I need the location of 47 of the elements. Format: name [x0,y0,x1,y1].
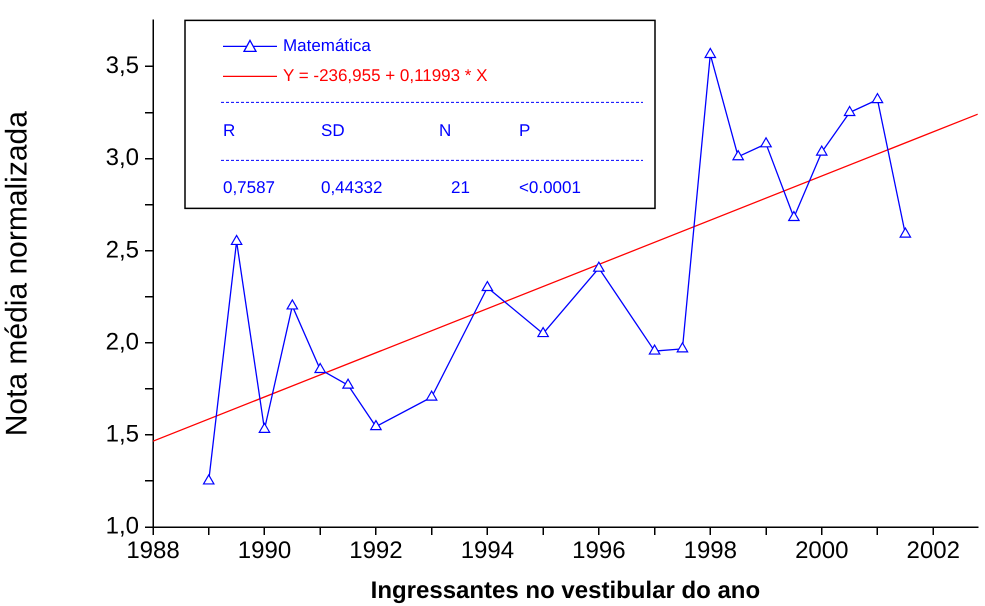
point [286,299,298,310]
legend-label: Matemática [283,36,372,56]
annotation: <0.0001 [519,178,581,198]
point [342,378,354,389]
point [872,93,884,104]
point [314,362,326,374]
annotation: 21 [451,178,470,198]
x-tick-label: 1988 [126,537,180,564]
point [370,420,382,430]
point [732,150,744,160]
y-tick-label: 1,5 [106,420,139,448]
legend-label: Y = -236,955 + 0,11993 * X [283,66,488,86]
point [676,342,688,352]
annotation: P [519,121,530,140]
point [648,344,660,355]
point [202,474,215,485]
annotation: 0,44332 [321,178,382,198]
point [426,390,438,401]
point [704,48,716,58]
annotation: SD [321,121,345,140]
point [844,106,856,116]
y-tick-label: 2,0 [106,328,139,356]
annotation: N [439,121,452,140]
x-tick-label: 1994 [460,537,514,564]
x-tick-label: 1998 [684,537,737,564]
x-axis-title: Ingressantes no vestibular do ano [370,577,760,604]
point [593,262,605,272]
point [816,146,828,156]
point [760,137,772,148]
y-tick-label: 3,5 [106,52,139,80]
y-tick-label: 2,5 [106,236,139,264]
annotation: R [223,121,236,140]
x-tick-label: 1992 [349,537,403,564]
point [482,280,494,292]
x-tick-label: 1990 [238,537,292,564]
x-tick-label: 2000 [795,537,848,564]
point [537,326,549,338]
y-tick-label: 1,0 [106,512,139,540]
annotation: 0,7587 [223,178,275,198]
point [230,234,242,246]
x-tick-label: 1996 [572,537,626,564]
point [258,422,270,433]
x-tick-label: 2002 [906,537,960,564]
y-tick-label: 3,0 [106,144,139,172]
point [788,210,800,222]
y-axis-title: Nota média normalizada [0,110,34,436]
point [900,227,912,238]
